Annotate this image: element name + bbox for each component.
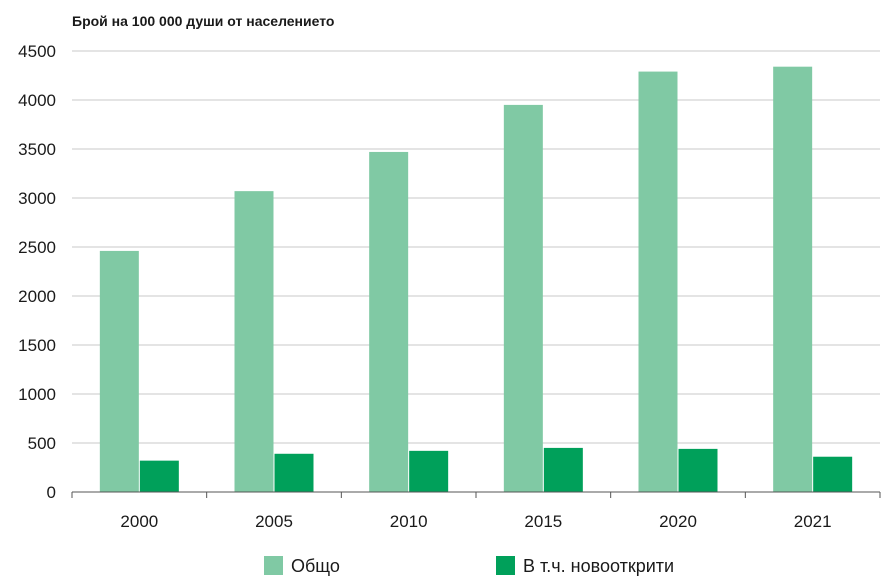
y-tick-label: 1000: [18, 385, 56, 404]
y-tick-label: 1500: [18, 336, 56, 355]
bar-new-2021: [813, 456, 853, 492]
gridlines: [72, 50, 880, 444]
y-tick-label: 4000: [18, 91, 56, 110]
y-tick-label: 2000: [18, 287, 56, 306]
bar-total-2020: [638, 71, 678, 492]
legend-label: В т.ч. новооткрити: [523, 556, 674, 576]
x-tick-label: 2005: [255, 512, 293, 531]
bar-new-2015: [543, 447, 583, 492]
y-axis-label: Брой на 100 000 души от населението: [72, 13, 334, 29]
bars: [99, 66, 853, 493]
bar-new-2020: [678, 448, 718, 492]
y-tick-label: 3000: [18, 189, 56, 208]
bar-new-2000: [139, 460, 179, 492]
bar-total-2010: [369, 151, 409, 492]
bar-total-2015: [503, 104, 543, 493]
x-tick-label: 2020: [659, 512, 697, 531]
y-tick-label: 4500: [18, 42, 56, 61]
legend-swatch: [496, 556, 515, 575]
legend: Общо В т.ч. новооткрити: [264, 556, 674, 576]
x-tick-label: 2000: [120, 512, 158, 531]
bar-total-2000: [99, 250, 139, 492]
x-tick-label: 2021: [794, 512, 832, 531]
x-axis: 2000 2005 2010 2015 2020 2021: [71, 491, 881, 531]
y-tick-label: 3500: [18, 140, 56, 159]
y-tick-label: 2500: [18, 238, 56, 257]
y-tick-label: 0: [47, 483, 56, 502]
legend-label: Общо: [291, 556, 340, 576]
bar-new-2010: [409, 450, 449, 492]
bar-total-2021: [773, 66, 813, 493]
y-axis-ticks: 0 500 1000 1500 2000 2500 3000 3500 4000 4500: [18, 42, 56, 502]
y-tick-label: 500: [28, 434, 56, 453]
x-tick-label: 2010: [390, 512, 428, 531]
x-tick-label: 2015: [524, 512, 562, 531]
legend-swatch: [264, 556, 283, 575]
bar-new-2005: [274, 453, 314, 492]
bar-total-2005: [234, 191, 274, 492]
